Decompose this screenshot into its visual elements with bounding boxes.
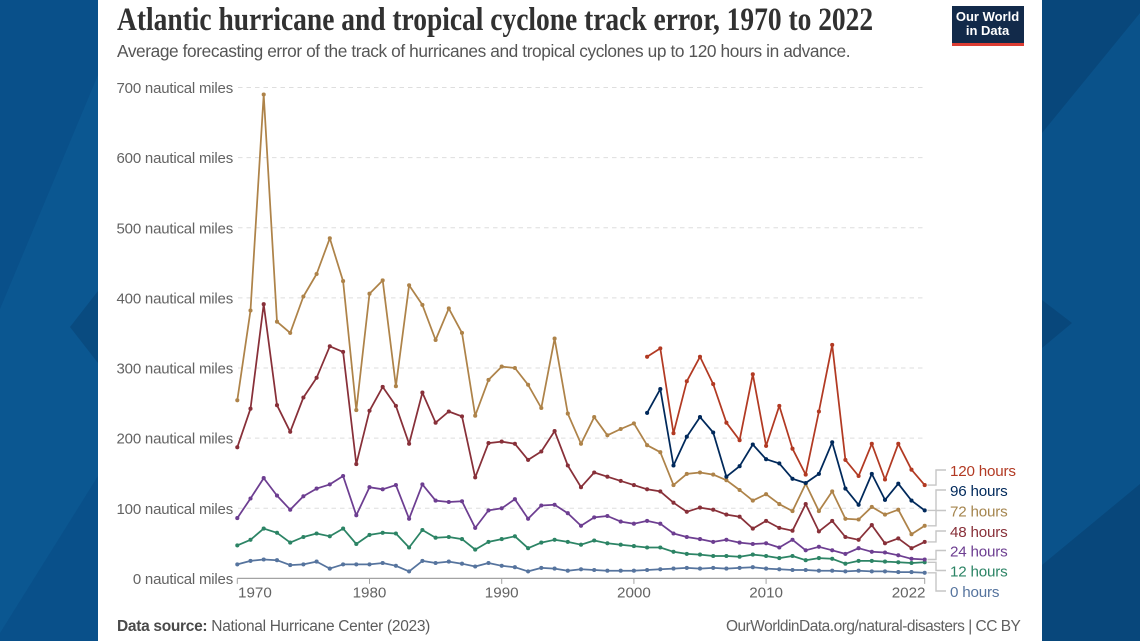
svg-text:100 nautical miles: 100 nautical miles — [117, 501, 233, 518]
svg-text:1990: 1990 — [485, 585, 519, 602]
svg-text:96 hours: 96 hours — [950, 483, 1008, 500]
svg-text:120 hours: 120 hours — [950, 463, 1016, 480]
svg-text:48 hours: 48 hours — [950, 524, 1008, 541]
svg-text:12 hours: 12 hours — [950, 563, 1008, 580]
svg-text:700 nautical miles: 700 nautical miles — [117, 80, 233, 97]
svg-text:2022: 2022 — [892, 585, 926, 602]
svg-text:400 nautical miles: 400 nautical miles — [117, 291, 233, 308]
svg-text:0 hours: 0 hours — [950, 584, 1000, 601]
svg-text:2010: 2010 — [749, 585, 783, 602]
svg-text:600 nautical miles: 600 nautical miles — [117, 150, 233, 167]
svg-text:500 nautical miles: 500 nautical miles — [117, 220, 233, 237]
svg-text:200 nautical miles: 200 nautical miles — [117, 431, 233, 448]
svg-text:24 hours: 24 hours — [950, 543, 1008, 560]
svg-text:72 hours: 72 hours — [950, 503, 1008, 520]
svg-text:2000: 2000 — [617, 585, 651, 602]
svg-text:1980: 1980 — [353, 585, 387, 602]
svg-text:1970: 1970 — [238, 585, 272, 602]
svg-text:300 nautical miles: 300 nautical miles — [117, 361, 233, 378]
svg-text:0 nautical miles: 0 nautical miles — [133, 571, 233, 588]
